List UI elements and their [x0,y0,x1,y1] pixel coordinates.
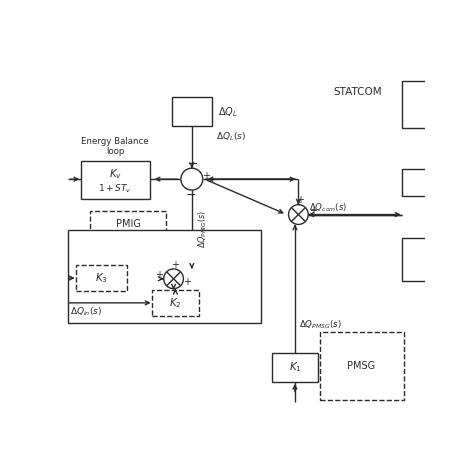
Text: $1 + ST_v$: $1 + ST_v$ [98,182,132,195]
Bar [172,97,212,126]
Text: $K_2$: $K_2$ [169,296,182,310]
Bar [81,161,150,199]
Bar [90,211,166,237]
Text: $K_v$: $K_v$ [109,167,122,181]
Text: $\Delta Q_{PMIG}(s)$: $\Delta Q_{PMIG}(s)$ [196,210,209,248]
Circle shape [289,205,308,224]
Bar [401,169,427,196]
Bar [76,265,127,291]
Text: $\Delta Q_{in}(s)$: $\Delta Q_{in}(s)$ [70,306,102,318]
Bar [272,353,318,382]
Text: +: + [171,260,179,270]
Text: +: + [155,270,163,280]
Bar [68,230,261,323]
Bar [401,81,427,128]
Text: $-$: $-$ [187,157,199,170]
Text: STATCOM: STATCOM [334,87,382,97]
Text: PMIG: PMIG [116,219,140,229]
Bar [152,290,199,316]
Text: +: + [296,195,304,205]
Bar [401,237,427,282]
Text: PMSG: PMSG [347,361,375,371]
Text: $K_1$: $K_1$ [289,360,301,374]
Text: $\Delta Q_{PMSG}(s)$: $\Delta Q_{PMSG}(s)$ [299,319,342,331]
Text: $-$: $-$ [185,188,196,201]
Text: +: + [309,206,317,216]
Circle shape [164,269,183,289]
Text: $\Delta Q_L(s)$: $\Delta Q_L(s)$ [216,131,246,144]
Text: +: + [202,171,210,181]
Text: $\Delta Q_L$: $\Delta Q_L$ [219,105,238,118]
Circle shape [181,168,203,190]
Text: loop: loop [106,147,124,156]
Text: $\Delta Q_{com}(s)$: $\Delta Q_{com}(s)$ [309,202,347,214]
Text: $K_3$: $K_3$ [95,271,108,285]
Text: Energy Balance: Energy Balance [82,137,149,146]
Bar [319,332,403,400]
Text: +: + [183,277,191,287]
